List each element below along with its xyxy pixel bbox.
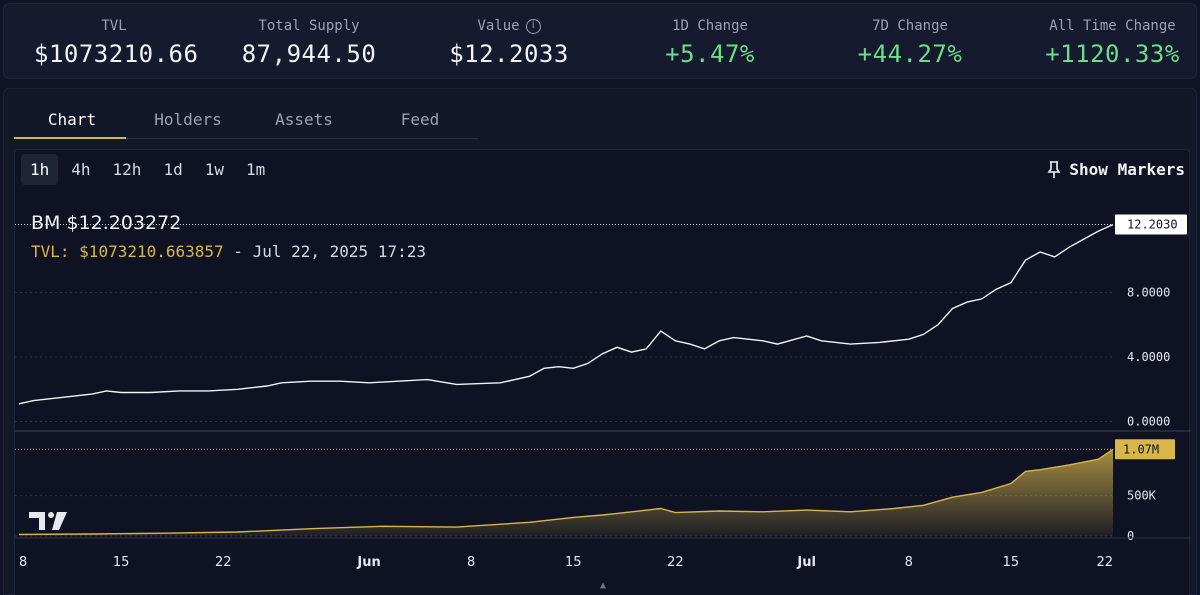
stat-value: 87,944.50 (241, 40, 377, 68)
show-markers-label: Show Markers (1069, 160, 1185, 179)
last-price-label: 12.2030 (1127, 218, 1178, 232)
x-tick-label: 15 (565, 555, 582, 570)
x-tick-label: 15 (1003, 555, 1020, 570)
price-tick-label: 8.0000 (1127, 285, 1170, 299)
range-selector: 1h 4h 12h 1d 1w 1m (21, 154, 274, 185)
legend-price-value: $12.203272 (66, 212, 182, 234)
stat-label: 7D Change (872, 18, 948, 34)
legend-symbol: BM (31, 212, 61, 234)
tab-holders[interactable]: Holders (154, 110, 222, 129)
stat-value: +1120.33% (1045, 40, 1180, 68)
price-tvl-chart[interactable]: 0.0000 4.0000 8.0000 0 500K 12.2030 1.07M 8 15 22… (15, 150, 1191, 595)
last-price-badge (1115, 214, 1187, 235)
range-1w[interactable]: 1w (204, 160, 224, 179)
x-tick-label: 22 (215, 555, 232, 570)
price-series-line (18, 223, 1114, 405)
tvl-series-area (19, 449, 1113, 536)
range-1d[interactable]: 1d (163, 160, 183, 179)
range-1m[interactable]: 1m (245, 160, 266, 179)
last-tvl-badge (1115, 439, 1175, 460)
tab-assets[interactable]: Assets (275, 110, 333, 129)
pin-icon (1047, 160, 1061, 178)
tvl-tick-label: 500K (1127, 489, 1157, 503)
show-markers-button[interactable]: Show Markers (1047, 160, 1185, 179)
tab-bar: Chart Holders Assets Feed (14, 105, 478, 139)
stat-value: $1073210.66 (34, 40, 199, 68)
last-tvl-label: 1.07M (1123, 442, 1159, 456)
price-tick-label: 4.0000 (1127, 350, 1170, 364)
tab-feed[interactable]: Feed (400, 110, 440, 129)
price-tick-label: 0.0000 (1127, 415, 1170, 429)
main-panel: Chart Holders Assets Feed 0.0000 4.0000 8.… (3, 88, 1197, 595)
legend-tvl: TVL: $1073210.663857 - Jul 22, 2025 17:2… (31, 242, 426, 261)
stat-tvl: TVL $1073210.66 (34, 4, 199, 80)
range-12h[interactable]: 12h (112, 160, 142, 179)
x-tick-label: 8 (19, 555, 27, 570)
x-tick-label: 22 (1096, 555, 1113, 570)
stats-bar: TVL $1073210.66 Total Supply 87,944.50 V… (3, 3, 1197, 79)
x-tick-label: 15 (113, 555, 130, 570)
stat-label: All Time Change (1049, 18, 1176, 34)
stat-value: $12.2033 (449, 40, 569, 68)
x-tick-label: Jun (356, 555, 380, 570)
chevron-up-icon[interactable]: ▲ (600, 580, 607, 591)
range-1h[interactable]: 1h (21, 154, 59, 185)
x-tick-label: 8 (905, 555, 913, 570)
tradingview-logo-icon (29, 512, 67, 530)
tvl-tick-label: 0 (1127, 529, 1134, 543)
stat-label: Total Supply (258, 18, 360, 34)
stat-all-time-change: All Time Change +1120.33% (1030, 4, 1195, 80)
legend-date: - Jul 22, 2025 17:23 (233, 242, 426, 261)
x-tick-label: 8 (467, 555, 475, 570)
stat-label: 1D Change (672, 18, 748, 34)
stat-value-price: Value i $12.2033 (429, 4, 589, 80)
x-tick-label: Jul (796, 555, 816, 570)
chart-container: 0.0000 4.0000 8.0000 0 500K 12.2030 1.07M 8 15 22… (14, 149, 1191, 595)
stat-value: +44.27% (857, 40, 963, 68)
stat-7d-change: 7D Change +44.27% (830, 4, 990, 80)
tvl-series-line (18, 448, 1114, 536)
stat-value: +5.47% (665, 40, 755, 68)
legend-tvl-label: TVL: (31, 242, 70, 261)
tab-chart[interactable]: Chart (14, 105, 130, 139)
stat-label: TVL (101, 18, 127, 34)
range-4h[interactable]: 4h (71, 160, 91, 179)
info-icon[interactable]: i (525, 18, 541, 34)
stat-total-supply: Total Supply 87,944.50 (229, 4, 389, 80)
stat-label: Value i (429, 18, 589, 34)
stat-1d-change: 1D Change +5.47% (630, 4, 790, 80)
legend-price: BM $12.203272 (31, 212, 181, 234)
legend-tvl-value: $1073210.663857 (79, 242, 224, 261)
x-tick-label: 22 (667, 555, 684, 570)
